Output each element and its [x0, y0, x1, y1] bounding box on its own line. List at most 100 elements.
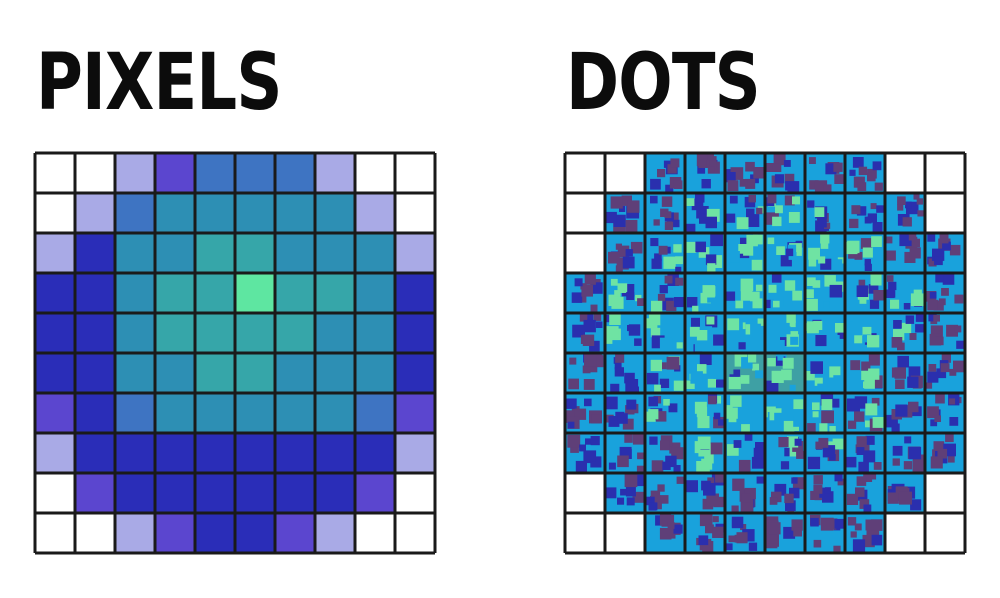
dot: [657, 293, 666, 302]
dot: [915, 324, 924, 333]
dot: [817, 383, 825, 391]
dot: [872, 222, 883, 232]
dot: [567, 421, 575, 429]
dot: [752, 315, 760, 322]
dot: [650, 327, 661, 338]
dot: [687, 297, 698, 308]
dot: [745, 161, 755, 172]
dot: [858, 166, 868, 176]
pixel-cell: [235, 513, 275, 553]
dot: [779, 326, 791, 338]
pixel-cell: [355, 153, 395, 193]
dot: [810, 517, 819, 527]
pixel-cell: [155, 513, 195, 553]
dot: [675, 256, 683, 265]
dot: [615, 353, 625, 363]
dot: [627, 325, 634, 332]
dot: [589, 364, 598, 373]
dot: [785, 500, 796, 511]
dot: [743, 245, 754, 256]
dot: [658, 245, 668, 255]
pixel-cell: [75, 393, 115, 433]
dot: [611, 296, 624, 309]
dot: [766, 380, 779, 393]
dot: [868, 354, 880, 366]
dot: [845, 456, 857, 468]
dot: [584, 354, 597, 367]
dot: [584, 450, 596, 462]
dot: [635, 294, 642, 302]
dot: [735, 300, 744, 309]
dot: [663, 399, 670, 406]
dot: [622, 256, 635, 269]
dot: [608, 251, 620, 264]
dot: [673, 180, 683, 189]
dot: [728, 376, 741, 390]
dot: [784, 173, 795, 184]
dot: [935, 393, 945, 404]
dot: [907, 376, 919, 388]
dot: [917, 210, 924, 217]
dot: [885, 289, 895, 298]
dot: [568, 378, 579, 390]
dot: [628, 324, 641, 336]
dot: [862, 334, 871, 343]
dot: [705, 254, 717, 265]
dot: [850, 360, 861, 371]
dot: [850, 531, 857, 538]
dot: [726, 405, 733, 412]
dot: [814, 377, 823, 386]
dot: [829, 284, 843, 298]
dot: [825, 163, 837, 175]
dot: [686, 198, 695, 206]
pixel-cell: [235, 313, 275, 353]
dot: [716, 379, 725, 388]
dot: [659, 527, 672, 540]
dot: [750, 291, 760, 302]
dot: [737, 409, 749, 421]
pixel-cell: [235, 273, 275, 313]
dot: [807, 200, 815, 208]
pixel-cell: [315, 313, 355, 353]
pixel-cell: [395, 513, 435, 553]
dot: [667, 514, 675, 522]
dot: [784, 493, 794, 504]
dot: [733, 440, 742, 448]
dot: [928, 364, 937, 372]
dot: [781, 369, 792, 381]
dot: [630, 241, 643, 254]
dot: [774, 483, 787, 496]
dot: [892, 445, 903, 456]
dot: [826, 441, 834, 448]
dot: [659, 514, 672, 526]
pixel-cell: [75, 433, 115, 473]
dot: [925, 382, 933, 389]
dot: [755, 370, 764, 379]
dot: [728, 251, 740, 263]
dot: [741, 424, 750, 433]
dot: [871, 534, 883, 546]
dot: [727, 180, 739, 192]
dot: [857, 182, 867, 191]
dot: [575, 460, 587, 473]
dot: [650, 495, 661, 506]
grid-lines: [33, 151, 437, 555]
dot: [910, 293, 924, 307]
dot: [771, 491, 782, 503]
dot: [828, 335, 840, 347]
pixel-cell: [355, 513, 395, 553]
dot: [789, 321, 796, 328]
dot: [625, 219, 638, 232]
pixels-grid: [33, 151, 437, 555]
dot: [757, 318, 765, 326]
pixel-cell: [75, 353, 115, 393]
dot: [929, 291, 937, 299]
dot: [867, 172, 876, 182]
dot: [648, 409, 659, 420]
dot: [818, 256, 826, 264]
dot: [805, 371, 815, 381]
dot: [949, 417, 959, 426]
dot: [786, 313, 796, 323]
pixel-cell: [235, 353, 275, 393]
dot: [574, 408, 587, 420]
